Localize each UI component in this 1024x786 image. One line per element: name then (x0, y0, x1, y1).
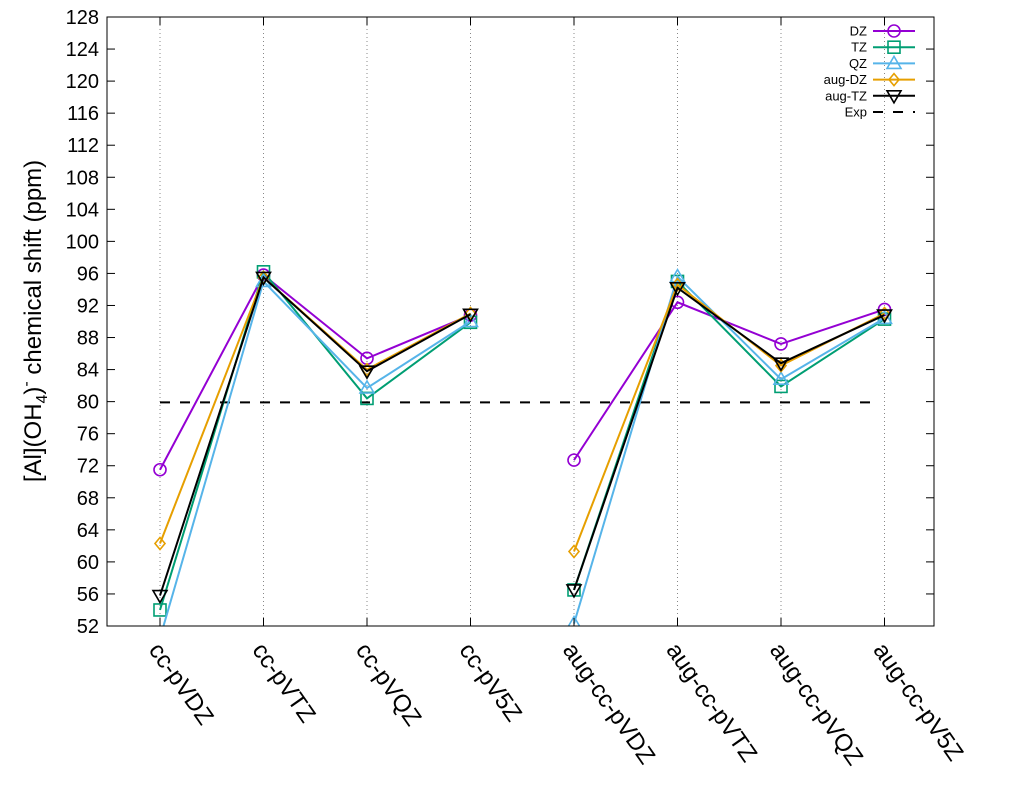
y-tick-label: 100 (66, 231, 99, 253)
y-axis-label: [Al](OH4)- chemical shift (ppm) (18, 160, 51, 482)
data-point-dz (774, 337, 788, 351)
y-tick-label: 88 (77, 328, 99, 350)
x-tick-label: aug-cc-pVQZ (764, 638, 868, 770)
y-tick-label: 60 (77, 552, 99, 574)
data-point-qz (358, 379, 376, 394)
y-axis-label-superscript: - (18, 381, 35, 386)
y-tick-label: 108 (66, 167, 99, 189)
series-line-aug-tz (159, 275, 471, 596)
x-tick-label: cc-pVQZ (350, 638, 426, 731)
legend-label-exp: Exp (845, 105, 867, 120)
legend-marker-tz (887, 40, 901, 55)
data-point-aug-tz (772, 357, 790, 372)
data-point-qz (567, 615, 581, 626)
series-line-aug-tz (573, 286, 885, 591)
series-line-dz (159, 273, 471, 471)
grid-layer (159, 17, 885, 626)
data-point-qz (772, 370, 790, 385)
y-tick-label: 116 (67, 103, 99, 125)
data-point-aug-dz (567, 544, 581, 559)
x-tick-label: aug-cc-pVTZ (661, 638, 763, 767)
data-point-aug-tz (151, 589, 169, 605)
data-point-aug-tz (255, 271, 272, 287)
x-tick-label: aug-cc-pV5Z (868, 638, 969, 766)
legend-label-aug-tz: aug-TZ (825, 88, 867, 103)
y-tick-label: 64 (77, 520, 99, 542)
legend-marker-qz (885, 54, 903, 70)
series-line-tz (573, 279, 886, 591)
y-axis-label-suffix: ) (20, 387, 47, 395)
data-point-aug-dz (878, 306, 891, 321)
y-tick-label: 128 (66, 7, 99, 29)
y-tick-label: 104 (66, 199, 99, 221)
y-axis-label-rest: chemical shift (ppm) (20, 160, 47, 381)
series-tz (153, 265, 892, 617)
data-point-tz (463, 315, 478, 330)
series-line-qz (573, 274, 886, 624)
y-tick-label: 124 (66, 39, 99, 61)
y-tick-label: 96 (77, 263, 99, 285)
y-axis-label-subscript: 4 (34, 394, 51, 403)
series-dz (153, 268, 892, 477)
data-point-tz (774, 379, 788, 394)
y-tick-label: 120 (66, 71, 99, 93)
y-tick-label: 84 (77, 360, 99, 382)
legend-marker-aug-tz (885, 90, 903, 105)
axis-layer: cc-pVDZ cc-pVTZ cc-pVQZ cc-pV5Z aug-cc-pVDZ a… (66, 7, 969, 770)
series-layer (151, 265, 893, 626)
series-line-qz (162, 279, 472, 626)
legend-label-qz: QZ (849, 56, 867, 71)
x-tick-label: aug-cc-pVDZ (557, 638, 660, 769)
y-tick-label: 68 (77, 488, 99, 510)
legend-marker-dz (887, 24, 901, 38)
y-tick-label: 52 (77, 616, 99, 638)
data-point-qz (462, 312, 479, 328)
y-tick-label: 92 (77, 295, 99, 317)
data-point-aug-tz (462, 308, 479, 323)
series-aug-dz (153, 270, 891, 559)
series-aug-tz (151, 271, 893, 605)
data-point-aug-dz (153, 536, 167, 551)
legend-label-dz: DZ (850, 24, 867, 39)
y-tick-label: 76 (77, 424, 99, 446)
data-point-aug-dz (464, 306, 477, 321)
y-tick-label: 112 (67, 135, 99, 157)
data-point-aug-tz (669, 282, 686, 297)
y-tick-label: 80 (77, 392, 99, 414)
y-axis-label-prefix: [Al](OH (20, 403, 47, 482)
legend-label-aug-dz: aug-DZ (824, 72, 867, 87)
series-line-dz (573, 301, 885, 461)
y-tick-label: 56 (77, 584, 99, 606)
data-point-aug-tz (565, 584, 583, 599)
data-point-aug-tz (876, 309, 893, 324)
legend-marker-aug-dz (887, 72, 901, 87)
data-point-tz (877, 312, 892, 326)
data-point-qz (669, 268, 686, 283)
y-tick-label: 72 (77, 456, 99, 478)
plot-frame (106, 16, 935, 627)
data-point-dz (567, 453, 581, 467)
legend-label-tz: TZ (851, 40, 867, 55)
x-tick-label: cc-pVDZ (143, 638, 219, 730)
data-point-aug-tz (358, 365, 376, 380)
x-tick-label: cc-pV5Z (454, 638, 527, 727)
data-point-dz (153, 462, 167, 477)
x-tick-label: cc-pVTZ (247, 638, 321, 728)
